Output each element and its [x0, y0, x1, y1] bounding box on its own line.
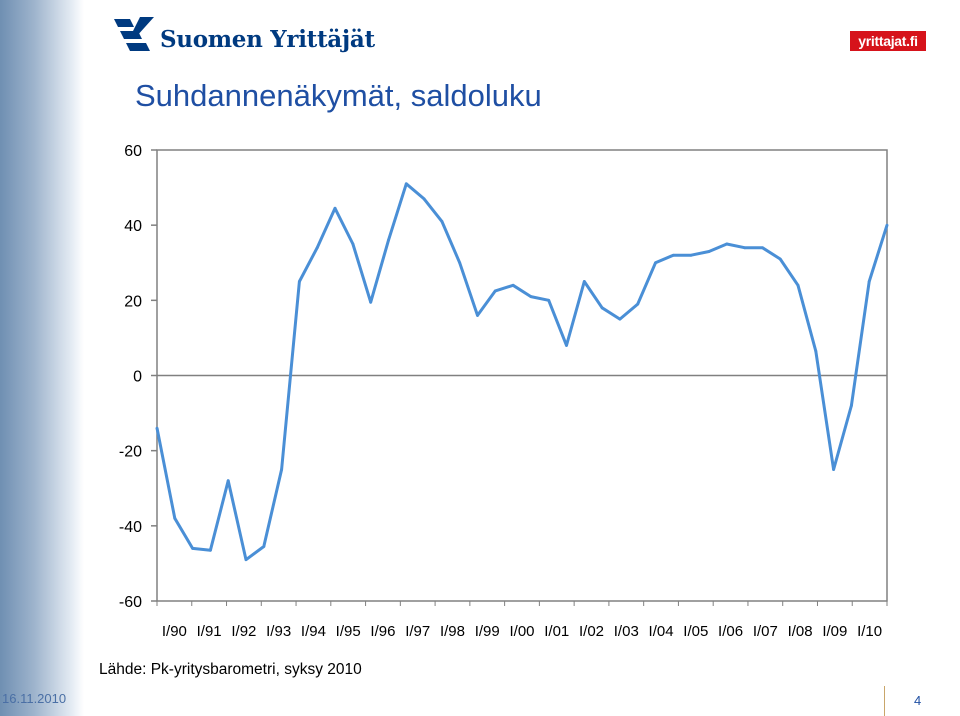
- data-point: [404, 182, 408, 186]
- data-point: [333, 206, 337, 210]
- x-tick-label: I/04: [649, 623, 674, 640]
- x-tick-label: I/09: [822, 623, 847, 640]
- source-note: Lähde: Pk-yritysbarometri, syksy 2010: [99, 661, 362, 678]
- data-point: [867, 280, 871, 283]
- data-point: [671, 253, 675, 257]
- data-point: [618, 317, 622, 321]
- data-point: [832, 468, 835, 471]
- data-point: [707, 250, 711, 253]
- data-point: [636, 302, 640, 306]
- data-point: [565, 344, 568, 347]
- logo-text: Suomen Yrittäjät: [160, 25, 375, 53]
- data-point: [458, 261, 462, 265]
- data-point: [440, 220, 444, 223]
- x-tick-label: I/98: [440, 623, 465, 640]
- data-point: [600, 306, 604, 310]
- data-point: [244, 558, 248, 562]
- data-point: [280, 468, 284, 471]
- data-point: [743, 246, 746, 250]
- y-tick-label: 20: [124, 293, 142, 310]
- x-tick-label: I/93: [266, 623, 291, 640]
- x-tick-label: I/95: [336, 623, 361, 640]
- slide-title: Suhdannenäkymät, saldoluku: [135, 78, 542, 113]
- y-tick-label: -60: [119, 594, 142, 611]
- suomen-yrittajat-logo: Suomen Yrittäjät: [112, 14, 375, 54]
- series-line: [155, 182, 889, 562]
- data-point: [885, 223, 889, 227]
- data-point: [173, 516, 177, 520]
- data-point: [582, 280, 586, 283]
- x-tick-label: I/01: [544, 623, 569, 640]
- data-point: [493, 289, 497, 293]
- x-tick-label: I/92: [231, 623, 256, 640]
- data-point: [547, 298, 551, 302]
- x-tick-label: I/97: [405, 623, 430, 640]
- yrittajat-fi-badge: yrittajat.fi: [850, 31, 926, 51]
- x-tick-label: I/05: [683, 623, 708, 640]
- data-point: [387, 238, 390, 242]
- data-point: [511, 283, 515, 287]
- logo-mark-icon: [114, 17, 154, 51]
- data-point: [796, 283, 800, 287]
- data-point: [298, 280, 301, 283]
- data-point: [155, 426, 159, 430]
- left-decorative-strip: [0, 0, 84, 716]
- x-tick-label: I/00: [509, 623, 534, 640]
- x-tick-label: I/94: [301, 623, 326, 640]
- y-tick-label: 40: [124, 218, 142, 235]
- footer-divider: [884, 686, 885, 716]
- data-point: [654, 261, 657, 265]
- x-tick-label: I/08: [788, 623, 813, 640]
- data-point: [191, 546, 195, 550]
- page-number: 4: [914, 693, 922, 708]
- footer-date: 16.11.2010: [2, 691, 67, 706]
- x-tick-label: I/10: [857, 623, 882, 640]
- x-tick-label: I/90: [162, 623, 187, 640]
- data-point: [849, 404, 853, 407]
- data-point: [369, 300, 373, 304]
- data-point: [476, 313, 479, 317]
- x-tick-label: I/96: [370, 623, 395, 640]
- y-tick-label: 60: [124, 143, 142, 160]
- data-point: [209, 548, 212, 552]
- x-tick-label: I/03: [614, 623, 639, 640]
- data-point: [529, 295, 533, 298]
- x-tick-label: I/02: [579, 623, 604, 640]
- data-point: [262, 545, 266, 548]
- y-tick-label: 0: [133, 369, 142, 386]
- data-point: [315, 246, 319, 250]
- x-tick-label: I/91: [197, 623, 222, 640]
- data-point: [760, 246, 764, 250]
- data-point: [422, 197, 426, 201]
- y-tick-label: -20: [119, 444, 142, 461]
- x-tick-label: I/06: [718, 623, 743, 640]
- data-point: [351, 242, 355, 246]
- data-point: [814, 349, 818, 353]
- y-tick-label: -40: [119, 519, 142, 536]
- x-tick-label: I/99: [475, 623, 500, 640]
- data-point: [725, 242, 729, 246]
- data-point: [226, 479, 230, 483]
- x-tick-label: I/07: [753, 623, 778, 640]
- data-point: [778, 257, 782, 261]
- data-point: [689, 253, 693, 257]
